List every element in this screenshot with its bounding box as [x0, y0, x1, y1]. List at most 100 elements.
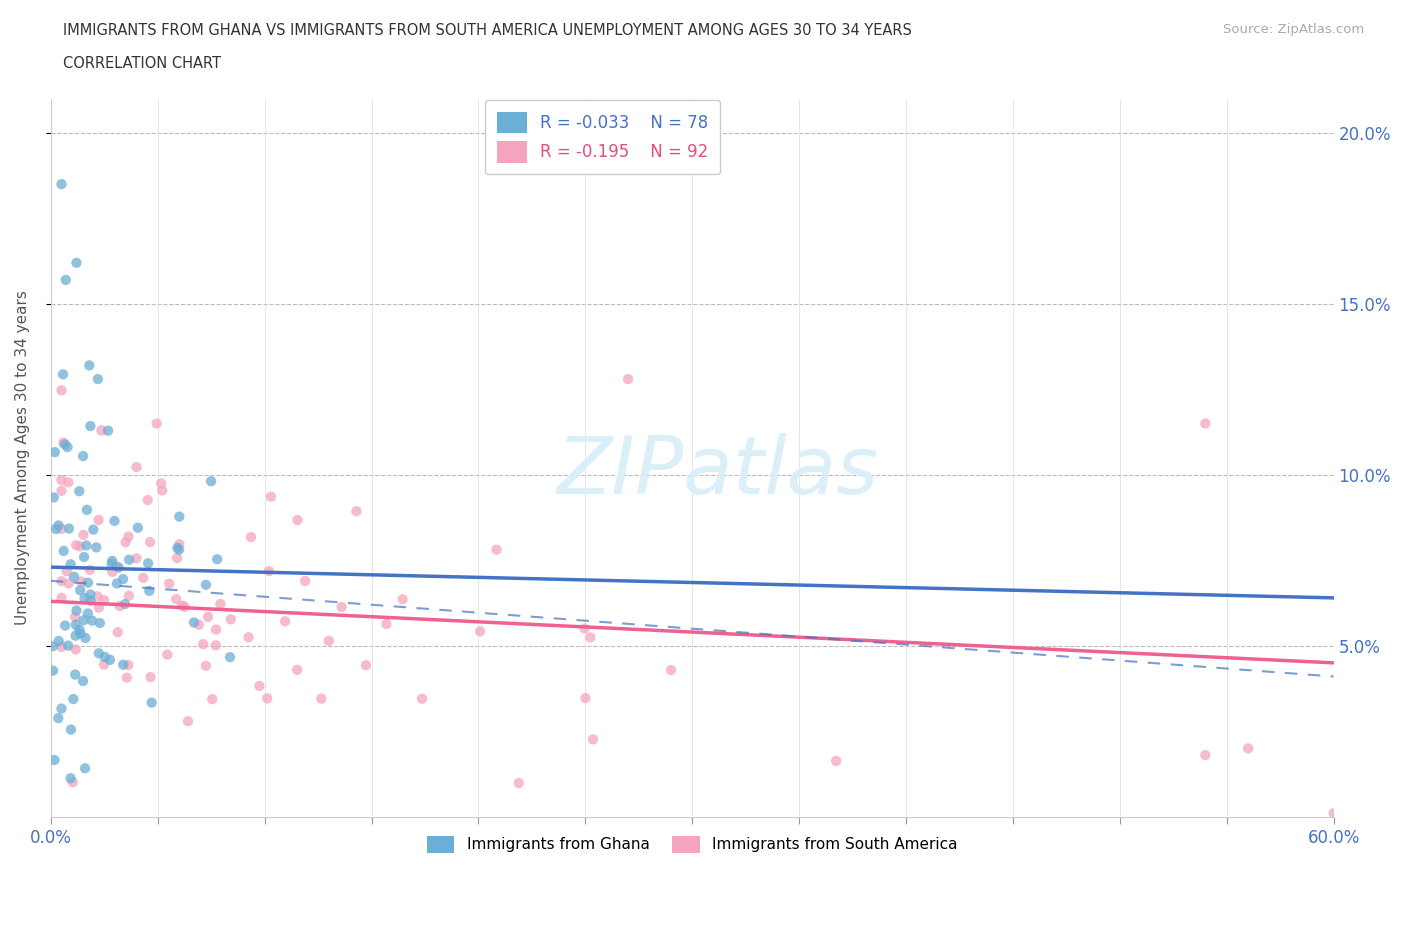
Point	[79, 587, 101, 602]
Point	[105, 559, 128, 574]
Point	[42, 490, 65, 505]
Point	[62, 775, 84, 790]
Point	[51, 591, 73, 605]
Point	[89, 616, 111, 631]
Point	[112, 572, 135, 587]
Point	[114, 597, 136, 612]
Point	[219, 612, 242, 627]
Point	[330, 600, 353, 615]
Point	[145, 416, 167, 431]
Point	[51, 701, 73, 716]
Point	[200, 473, 222, 488]
Point	[63, 667, 86, 682]
Point	[285, 662, 308, 677]
Point	[72, 448, 94, 463]
Point	[125, 551, 148, 565]
Legend: Immigrants from Ghana, Immigrants from South America: Immigrants from Ghana, Immigrants from S…	[420, 830, 963, 859]
Point	[201, 692, 224, 707]
Point	[87, 600, 110, 615]
Point	[69, 583, 91, 598]
Point	[65, 629, 87, 644]
Point	[1237, 741, 1260, 756]
Point	[205, 622, 228, 637]
Point	[257, 564, 280, 578]
Point	[69, 626, 91, 641]
Point	[65, 538, 87, 552]
Point	[468, 624, 491, 639]
Y-axis label: Unemployment Among Ages 30 to 34 years: Unemployment Among Ages 30 to 34 years	[15, 290, 30, 625]
Point	[107, 560, 129, 575]
Text: ZIPatlas: ZIPatlas	[557, 433, 879, 512]
Point	[84, 540, 107, 555]
Point	[132, 570, 155, 585]
Point	[172, 598, 194, 613]
Point	[177, 713, 200, 728]
Point	[97, 423, 120, 438]
Point	[42, 639, 65, 654]
Point	[75, 631, 97, 645]
Point	[72, 527, 94, 542]
Point	[183, 615, 205, 630]
Point	[51, 484, 73, 498]
Point	[42, 663, 65, 678]
Point	[69, 538, 91, 553]
Point	[55, 564, 77, 578]
Point	[150, 483, 173, 498]
Point	[48, 518, 70, 533]
Point	[46, 711, 69, 725]
Point	[73, 613, 96, 628]
Point	[44, 445, 66, 459]
Point	[508, 776, 530, 790]
Point	[79, 593, 101, 608]
Point	[157, 577, 180, 591]
Point	[1194, 748, 1216, 763]
Point	[86, 589, 108, 604]
Point	[166, 551, 188, 565]
Point	[108, 599, 131, 614]
Point	[51, 383, 73, 398]
Point	[375, 617, 398, 631]
Point	[63, 609, 86, 624]
Point	[141, 696, 163, 711]
Point	[87, 372, 110, 387]
Point	[165, 591, 187, 606]
Point	[167, 542, 190, 557]
Point	[79, 418, 101, 433]
Point	[59, 771, 82, 786]
Point	[72, 673, 94, 688]
Point	[52, 366, 75, 381]
Point	[55, 272, 77, 287]
Point	[574, 691, 596, 706]
Point	[260, 489, 283, 504]
Point	[79, 563, 101, 578]
Point	[318, 633, 340, 648]
Point	[125, 459, 148, 474]
Point	[204, 638, 226, 653]
Point	[139, 535, 162, 550]
Point	[48, 633, 70, 648]
Point	[249, 679, 271, 694]
Point	[51, 640, 73, 655]
Point	[117, 529, 139, 544]
Point	[93, 658, 115, 672]
Point	[617, 372, 640, 387]
Point	[90, 423, 112, 438]
Point	[344, 504, 367, 519]
Point	[76, 502, 98, 517]
Point	[45, 522, 67, 537]
Point	[51, 472, 73, 487]
Point	[115, 671, 138, 685]
Point	[209, 596, 232, 611]
Point	[193, 637, 215, 652]
Point	[118, 589, 141, 604]
Point	[238, 630, 260, 644]
Point	[194, 578, 217, 592]
Point	[58, 521, 80, 536]
Point	[274, 614, 297, 629]
Point	[76, 606, 98, 621]
Point	[51, 522, 73, 537]
Point	[139, 670, 162, 684]
Point	[240, 530, 263, 545]
Text: Source: ZipAtlas.com: Source: ZipAtlas.com	[1223, 23, 1364, 36]
Point	[825, 753, 848, 768]
